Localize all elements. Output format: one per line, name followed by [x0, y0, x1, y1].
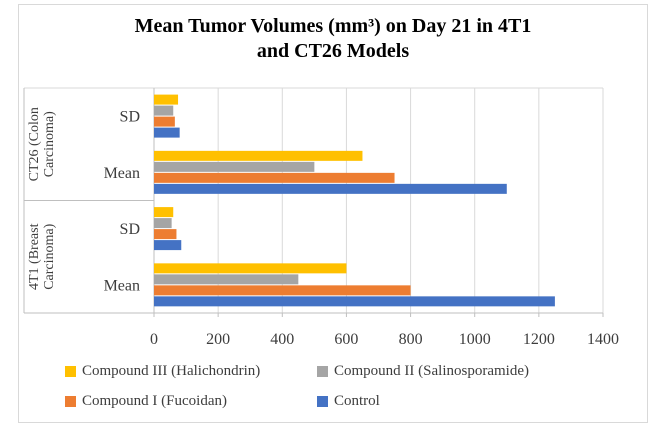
- row-label: SD: [120, 221, 140, 238]
- bar-control-mean: [154, 296, 555, 307]
- chart-title-line-1: Mean Tumor Volumes (mm³) on Day 21 in 4T…: [134, 15, 532, 37]
- row-label: SD: [120, 109, 140, 126]
- row-label: Mean: [104, 165, 140, 182]
- legend-label: Control: [334, 392, 380, 409]
- bar-compound-ii-salinosporamide--mean: [154, 274, 299, 285]
- bar-control-mean: [154, 183, 507, 194]
- chart-title: Mean Tumor Volumes (mm³) on Day 21 in 4T…: [18, 14, 648, 64]
- legend-swatch: [65, 395, 76, 407]
- x-tick-label: 400: [270, 331, 294, 348]
- row-label: Mean: [104, 277, 140, 294]
- legend-item: Compound II (Salinosporamide): [317, 363, 529, 379]
- bar-control-sd: [154, 240, 182, 251]
- x-tick-label: 200: [206, 331, 230, 348]
- legend-label: Compound I (Fucoidan): [82, 392, 227, 409]
- x-tick-label: 600: [334, 331, 358, 348]
- x-tick-label: 1400: [587, 331, 619, 348]
- bar-compound-i-fucoidan--sd: [154, 229, 177, 240]
- x-tick-label: 1000: [459, 331, 491, 348]
- legend-swatch: [317, 365, 328, 377]
- bar-control-sd: [154, 127, 180, 138]
- bar-compound-iii-halichondrin--sd: [154, 207, 174, 218]
- x-tick-label: 0: [150, 331, 158, 348]
- bar-compound-ii-salinosporamide--mean: [154, 161, 315, 172]
- x-tick-label: 1200: [523, 331, 555, 348]
- legend-swatch: [317, 395, 328, 407]
- bar-compound-ii-salinosporamide--sd: [154, 105, 174, 116]
- bar-compound-i-fucoidan--mean: [154, 285, 411, 296]
- bar-compound-i-fucoidan--mean: [154, 172, 395, 183]
- bar-compound-ii-salinosporamide--sd: [154, 218, 172, 229]
- bar-compound-iii-halichondrin--mean: [154, 263, 347, 274]
- group-label: CT26 (ColonCarcinoma): [27, 107, 57, 181]
- bar-compound-iii-halichondrin--sd: [154, 94, 179, 105]
- legend-swatch: [65, 365, 76, 377]
- legend-item: Control: [317, 393, 380, 409]
- chart-frame: [18, 4, 648, 423]
- chart-title-line-2: and CT26 Models: [256, 40, 410, 62]
- legend-item: Compound III (Halichondrin): [65, 363, 260, 379]
- bar-compound-iii-halichondrin--mean: [154, 150, 363, 161]
- group-label: 4T1 (BreastCarcinoma): [27, 223, 57, 290]
- x-tick-label: 800: [399, 331, 423, 348]
- legend-label: Compound II (Salinosporamide): [334, 362, 529, 379]
- legend-label: Compound III (Halichondrin): [82, 362, 261, 379]
- bar-compound-i-fucoidan--sd: [154, 116, 175, 127]
- legend-item: Compound I (Fucoidan): [65, 393, 227, 409]
